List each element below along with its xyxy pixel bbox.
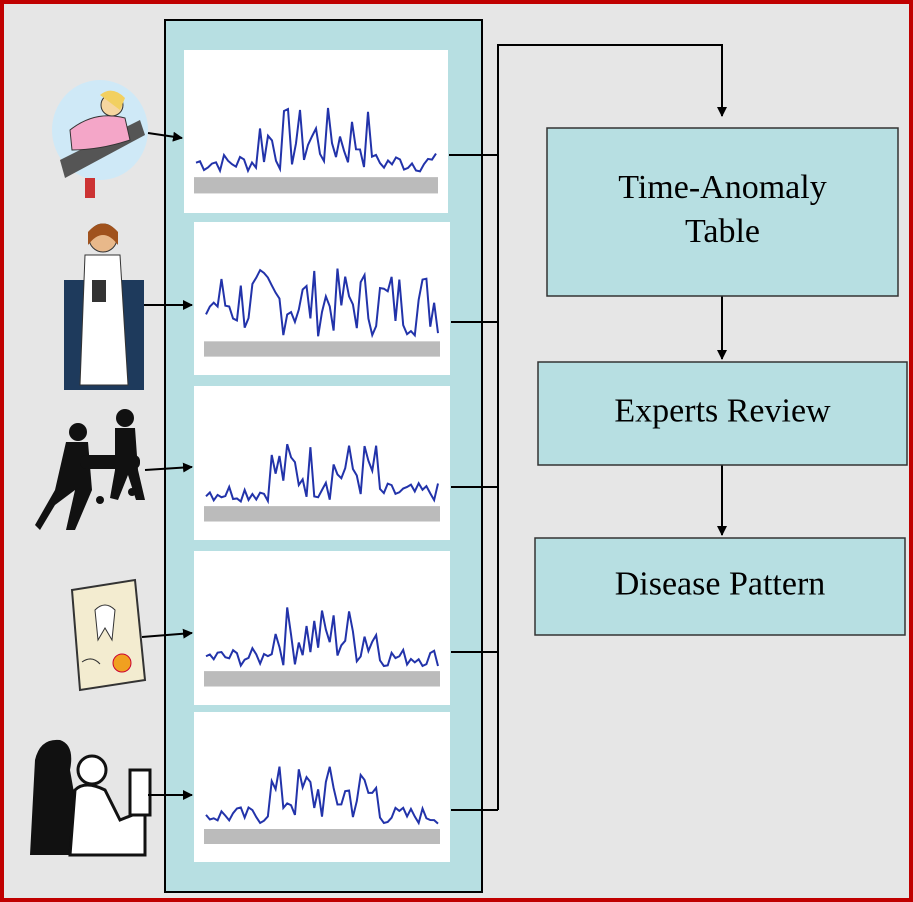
thumbnail-axis [194,177,438,193]
box-label: Time-Anomaly [618,169,826,206]
thumbnail-axis [204,341,440,356]
process-boxes: Time-Anomaly Table Experts Review Disease P… [535,128,907,635]
thumbnails [184,50,450,862]
box-label: Experts Review [614,392,831,429]
thumbnail-axis [204,829,440,844]
box-label: Disease Pattern [615,565,826,602]
thumbnail-axis [204,506,440,521]
box-label: Table [685,213,760,250]
icon-certificate [72,580,145,690]
thumbnail-axis [204,671,440,686]
diagram: Time-Anomaly Table Experts Review Disease P… [0,0,913,902]
